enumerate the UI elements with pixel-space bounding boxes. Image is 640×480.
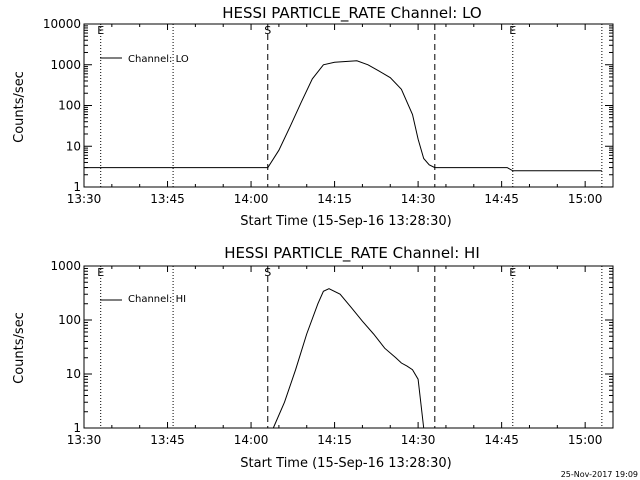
footer-timestamp: 25-Nov-2017 19:09 [561,470,638,479]
hi-y-tick-label-0: 1 [73,421,81,435]
hi-y-tick-label-1: 10 [66,367,81,381]
lo-x-axis-label: Start Time (15-Sep-16 13:28:30) [240,214,451,229]
lo-x-tick-label-4: 14:30 [401,192,436,206]
lo-series-line-0 [84,60,602,172]
lo-x-tick-label-5: 14:45 [484,192,519,206]
hi-x-tick-label-0: 13:30 [67,433,102,447]
hi-x-tick-label-3: 14:15 [317,433,352,447]
hi-x-tick-label-1: 13:45 [150,433,185,447]
hi-x-tick-label-2: 14:00 [234,433,269,447]
lo-y-tick-label-2: 100 [58,99,81,113]
hi-event-marker-label-2: S [264,266,271,279]
lo-x-tick-label-3: 14:15 [317,192,352,206]
lo-y-tick-label-0: 1 [73,180,81,194]
lo-y-tick-label-1: 10 [66,139,81,153]
lo-x-tick-label-6: 15:00 [568,192,603,206]
hi-y-tick-label-2: 100 [58,313,81,327]
lo-y-tick-label-4: 10000 [43,17,81,31]
lo-legend-label: Channel: LO [128,54,189,65]
lo-event-marker-label-0: E [97,24,104,37]
lo-chart-title: HESSI PARTICLE_RATE Channel: LO [222,4,481,23]
hi-y-axis-label: Counts/sec [12,312,27,384]
hi-x-tick-label-4: 14:30 [401,433,436,447]
lo-x-tick-label-0: 13:30 [67,192,102,206]
hi-series-line-0 [272,288,425,429]
lo-y-tick-label-3: 1000 [50,58,81,72]
lo-channel-panel: HESSI PARTICLE_RATE Channel: LO Start Ti… [12,4,614,229]
hi-x-tick-label-5: 14:45 [484,433,519,447]
lo-x-tick-label-1: 13:45 [150,192,185,206]
hi-event-marker-label-4: E [509,266,516,279]
hi-plot-frame [83,265,614,429]
lo-event-marker-label-2: S [264,24,271,37]
hi-chart-title: HESSI PARTICLE_RATE Channel: HI [224,244,480,263]
lo-x-tick-label-2: 14:00 [234,192,269,206]
hi-channel-panel: HESSI PARTICLE_RATE Channel: HI Start Ti… [12,244,614,471]
hi-x-tick-label-6: 15:00 [568,433,603,447]
hi-y-tick-label-3: 1000 [50,259,81,273]
lo-y-axis-label: Counts/sec [12,71,27,143]
hi-legend-label: Channel: HI [128,294,186,305]
lo-event-marker-label-4: E [509,24,516,37]
hi-x-axis-label: Start Time (15-Sep-16 13:28:30) [240,456,451,471]
lo-plot-frame [83,23,614,188]
hi-event-marker-label-0: E [97,266,104,279]
